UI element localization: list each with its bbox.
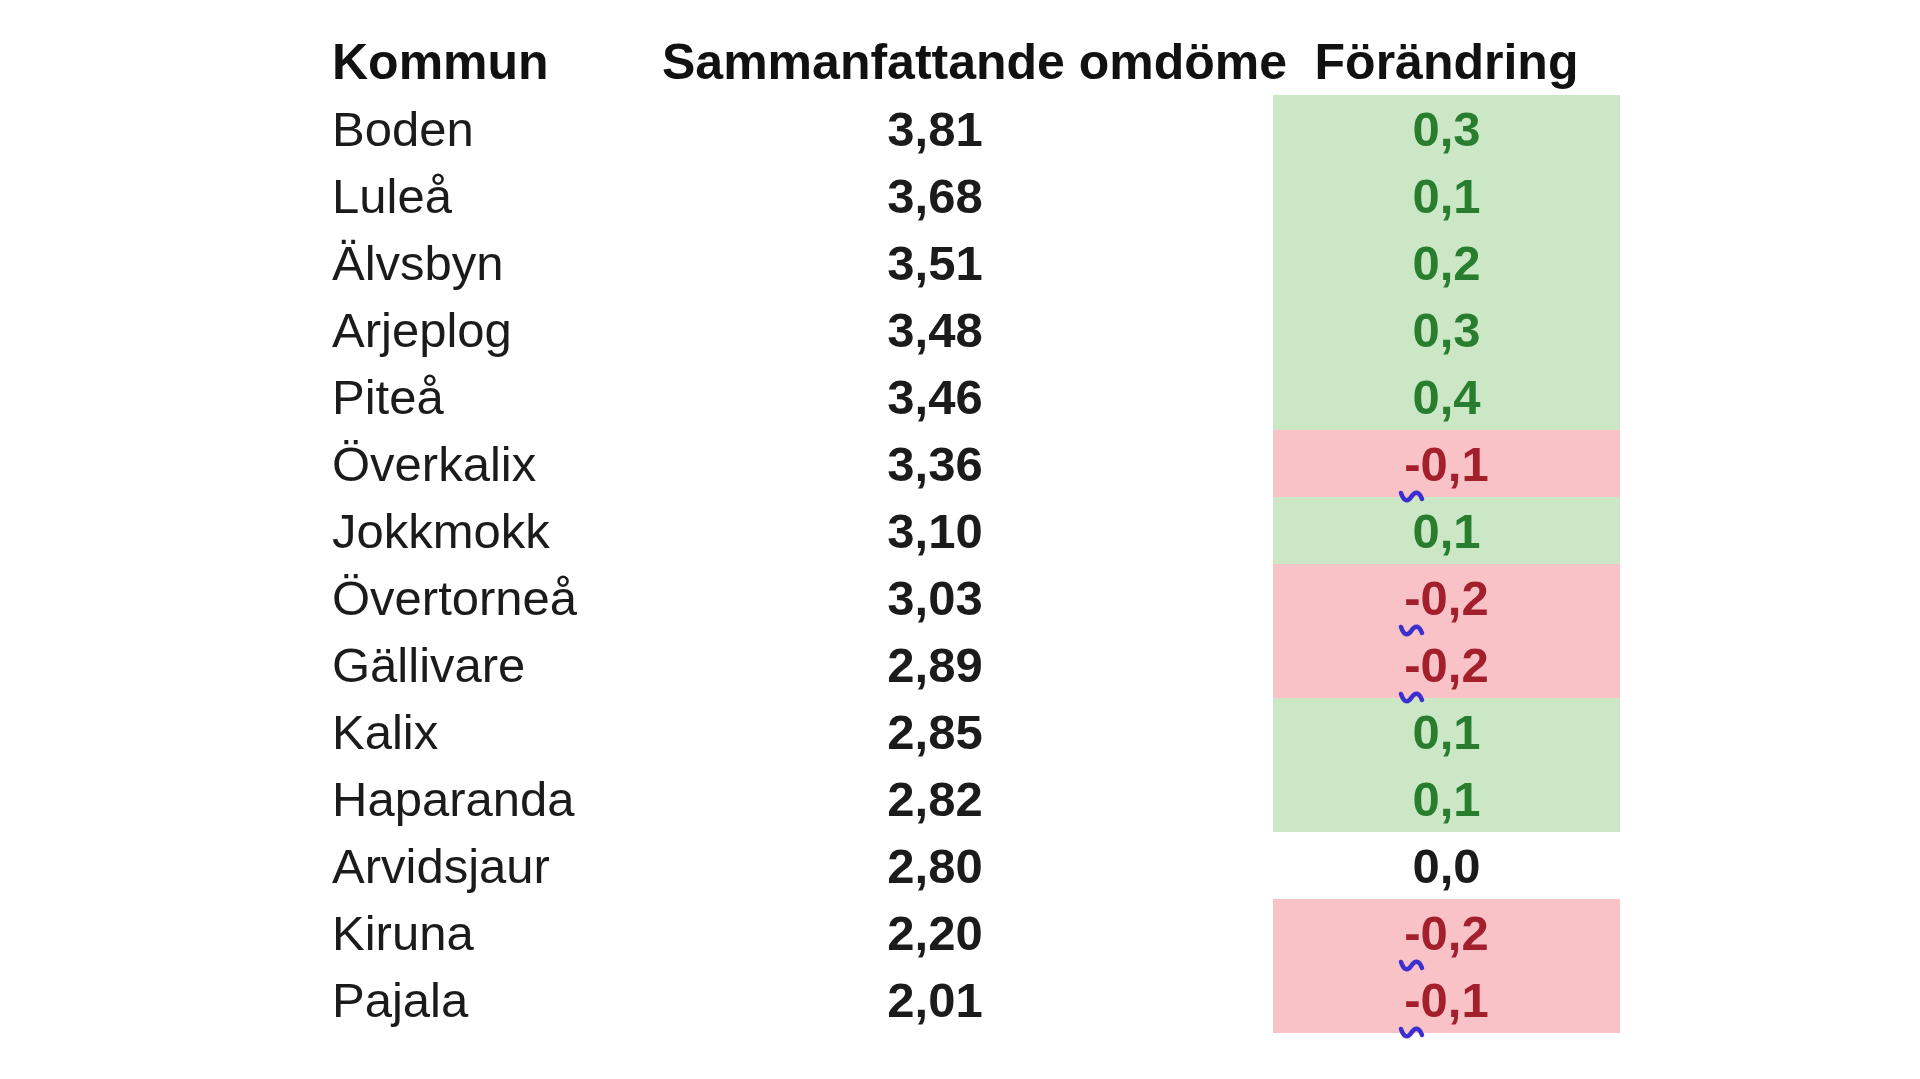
forandring-cell: 0,3 [1273,296,1620,363]
forandring-cell: 0,1 [1273,698,1620,765]
kommun-name: Älvsbyn [332,235,662,291]
forandring-value: 0,1 [1412,704,1480,760]
table-row: Kalix 2,85 0,1 [0,698,1620,765]
omdome-value: 3,36 [662,436,1208,492]
omdome-value: 3,48 [662,302,1208,358]
forandring-cell: 0,0 [1273,832,1620,899]
forandring-cell: 0,1 [1273,765,1620,832]
forandring-cell: 0,4 [1273,363,1620,430]
kommun-name: Piteå [332,369,662,425]
forandring-cell: 0,3 [1273,95,1620,162]
forandring-value: -0,1 [1404,436,1488,492]
column-header-kommun: Kommun [332,33,662,91]
table-screenshot-page: Kommun Sammanfattande omdöme Förändring … [0,0,1920,1079]
kommun-name: Gällivare [332,637,662,693]
table-row: Överkalix 3,36 -0,1 [0,430,1620,497]
forandring-value: 0,1 [1412,503,1480,559]
omdome-value: 2,89 [662,637,1208,693]
table-row: Kiruna 2,20 -0,2 [0,899,1620,966]
table-row: Pajala 2,01 -0,1 [0,966,1620,1033]
forandring-cell: -0,1 [1273,430,1620,497]
omdome-value: 3,10 [662,503,1208,559]
kommun-name: Arvidsjaur [332,838,662,894]
omdome-value: 3,46 [662,369,1208,425]
kommun-name: Luleå [332,168,662,224]
table-row: Boden 3,81 0,3 [0,95,1620,162]
forandring-value: -0,2 [1404,905,1488,961]
omdome-value: 2,85 [662,704,1208,760]
omdome-value: 3,68 [662,168,1208,224]
kommun-name: Boden [332,101,662,157]
omdome-value: 3,51 [662,235,1208,291]
kommun-name: Kalix [332,704,662,760]
forandring-value: 0,1 [1412,168,1480,224]
forandring-value: 0,2 [1412,235,1480,291]
table-row: Övertorneå 3,03 -0,2 [0,564,1620,631]
table-row: Luleå 3,68 0,1 [0,162,1620,229]
column-header-omdome: Sammanfattande omdöme [662,33,1208,91]
forandring-cell: -0,2 [1273,899,1620,966]
results-table: Kommun Sammanfattande omdöme Förändring … [0,28,1620,1033]
kommun-name: Överkalix [332,436,662,492]
omdome-value: 2,80 [662,838,1208,894]
kommun-name: Haparanda [332,771,662,827]
forandring-value: 0,4 [1412,369,1480,425]
forandring-value: -0,1 [1404,972,1488,1028]
table-header-row: Kommun Sammanfattande omdöme Förändring [0,28,1620,95]
kommun-name: Kiruna [332,905,662,961]
table-row: Arvidsjaur 2,80 0,0 [0,832,1620,899]
omdome-value: 2,82 [662,771,1208,827]
column-header-forandring: Förändring [1273,28,1620,95]
kommun-name: Pajala [332,972,662,1028]
table-row: Jokkmokk 3,10 0,1 [0,497,1620,564]
omdome-value: 3,81 [662,101,1208,157]
forandring-value: 0,0 [1412,838,1480,894]
omdome-value: 2,20 [662,905,1208,961]
spellcheck-squiggle-icon [1398,1024,1425,1041]
kommun-name: Övertorneå [332,570,662,626]
kommun-name: Jokkmokk [332,503,662,559]
table-row: Arjeplog 3,48 0,3 [0,296,1620,363]
table-row: Gällivare 2,89 -0,2 [0,631,1620,698]
forandring-value: -0,2 [1404,570,1488,626]
forandring-value: 0,1 [1412,771,1480,827]
kommun-name: Arjeplog [332,302,662,358]
forandring-value: 0,3 [1412,101,1480,157]
forandring-value: 0,3 [1412,302,1480,358]
forandring-cell: -0,1 [1273,966,1620,1033]
table-row: Haparanda 2,82 0,1 [0,765,1620,832]
forandring-cell: 0,2 [1273,229,1620,296]
forandring-cell: -0,2 [1273,564,1620,631]
omdome-value: 2,01 [662,972,1208,1028]
table-row: Piteå 3,46 0,4 [0,363,1620,430]
forandring-value: -0,2 [1404,637,1488,693]
forandring-cell: -0,2 [1273,631,1620,698]
forandring-cell: 0,1 [1273,162,1620,229]
omdome-value: 3,03 [662,570,1208,626]
table-row: Älvsbyn 3,51 0,2 [0,229,1620,296]
forandring-cell: 0,1 [1273,497,1620,564]
